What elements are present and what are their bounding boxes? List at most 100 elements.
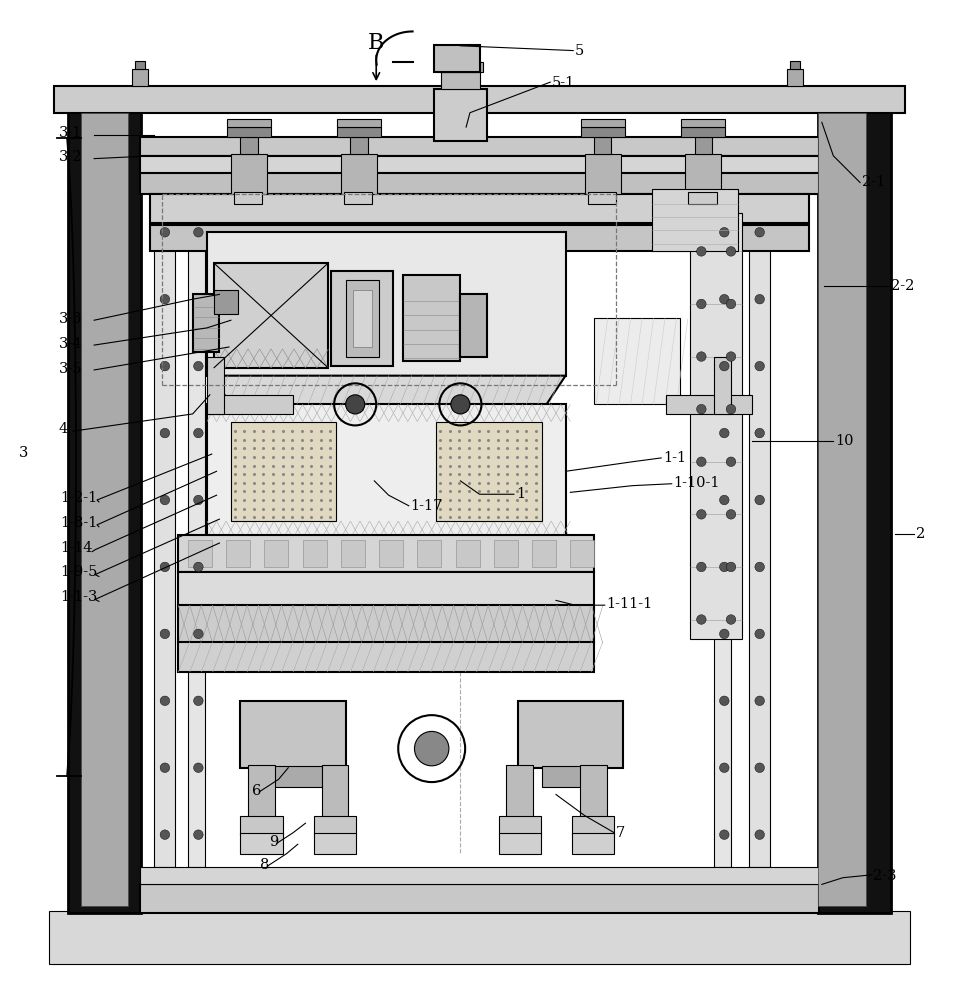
- Bar: [581, 119, 625, 127]
- Bar: [241, 816, 283, 835]
- Text: 2-2: 2-2: [891, 279, 914, 293]
- Bar: [132, 69, 148, 86]
- Bar: [749, 192, 770, 867]
- Circle shape: [414, 731, 449, 766]
- Circle shape: [160, 294, 170, 304]
- Bar: [787, 69, 803, 86]
- Bar: [688, 192, 716, 204]
- Bar: [178, 572, 595, 608]
- Bar: [571, 540, 595, 567]
- Bar: [441, 72, 480, 89]
- Text: 10: 10: [835, 434, 854, 448]
- Circle shape: [194, 696, 203, 706]
- Bar: [506, 765, 533, 817]
- Bar: [818, 105, 891, 913]
- Bar: [207, 357, 224, 414]
- Bar: [248, 765, 275, 817]
- Bar: [241, 701, 345, 768]
- Bar: [178, 535, 595, 572]
- Bar: [140, 173, 819, 194]
- Circle shape: [755, 294, 764, 304]
- Circle shape: [194, 629, 203, 639]
- Bar: [140, 884, 819, 913]
- Circle shape: [194, 763, 203, 773]
- Text: 3-3: 3-3: [58, 312, 82, 326]
- Bar: [532, 540, 556, 567]
- Bar: [226, 540, 250, 567]
- Circle shape: [160, 763, 170, 773]
- Circle shape: [719, 696, 729, 706]
- Circle shape: [726, 457, 736, 467]
- Text: 5-1: 5-1: [552, 76, 575, 90]
- Bar: [337, 119, 381, 127]
- Text: 1-1-3: 1-1-3: [60, 590, 98, 604]
- Text: 1: 1: [516, 487, 525, 501]
- Bar: [81, 113, 128, 906]
- Circle shape: [160, 629, 170, 639]
- Circle shape: [755, 696, 764, 706]
- Bar: [265, 540, 289, 567]
- Bar: [685, 154, 721, 194]
- Circle shape: [719, 428, 729, 438]
- Circle shape: [160, 562, 170, 572]
- Circle shape: [726, 615, 736, 624]
- Bar: [345, 280, 379, 357]
- Bar: [188, 540, 212, 567]
- Bar: [207, 232, 566, 376]
- Circle shape: [696, 247, 706, 256]
- Bar: [207, 404, 566, 538]
- Text: 1-1: 1-1: [663, 451, 687, 465]
- Bar: [154, 192, 175, 867]
- Bar: [595, 137, 612, 154]
- Circle shape: [696, 352, 706, 361]
- Text: 9: 9: [269, 835, 278, 849]
- Bar: [188, 192, 205, 867]
- Text: 1-9-5: 1-9-5: [60, 565, 98, 579]
- Bar: [140, 137, 819, 156]
- Text: B: B: [368, 32, 385, 54]
- Circle shape: [755, 830, 764, 839]
- Bar: [231, 154, 268, 194]
- Bar: [54, 86, 905, 113]
- Circle shape: [160, 495, 170, 505]
- Circle shape: [726, 247, 736, 256]
- Circle shape: [719, 227, 729, 237]
- Bar: [193, 294, 220, 352]
- Circle shape: [194, 495, 203, 505]
- Circle shape: [194, 227, 203, 237]
- Text: 3: 3: [18, 446, 28, 460]
- Bar: [818, 113, 866, 906]
- Circle shape: [696, 615, 706, 624]
- Bar: [790, 61, 800, 69]
- Text: 2: 2: [916, 527, 924, 541]
- Bar: [437, 62, 483, 72]
- Circle shape: [755, 495, 764, 505]
- Circle shape: [160, 361, 170, 371]
- Text: 2-1: 2-1: [862, 175, 885, 189]
- Bar: [315, 816, 356, 835]
- Bar: [595, 318, 680, 404]
- Bar: [214, 290, 238, 314]
- Circle shape: [194, 294, 203, 304]
- Circle shape: [194, 562, 203, 572]
- Bar: [694, 137, 712, 154]
- Text: 1-14: 1-14: [60, 541, 93, 555]
- Bar: [227, 119, 271, 127]
- Text: 8: 8: [260, 858, 269, 872]
- Circle shape: [755, 428, 764, 438]
- Circle shape: [719, 495, 729, 505]
- Circle shape: [194, 830, 203, 839]
- Circle shape: [726, 352, 736, 361]
- Bar: [494, 540, 518, 567]
- Circle shape: [719, 629, 729, 639]
- Bar: [234, 192, 263, 204]
- Circle shape: [719, 562, 729, 572]
- Bar: [542, 766, 599, 787]
- Text: 3-2: 3-2: [58, 150, 82, 164]
- Circle shape: [696, 404, 706, 414]
- Bar: [379, 540, 403, 567]
- Bar: [241, 137, 258, 154]
- Bar: [456, 540, 480, 567]
- Bar: [340, 154, 377, 194]
- Circle shape: [160, 830, 170, 839]
